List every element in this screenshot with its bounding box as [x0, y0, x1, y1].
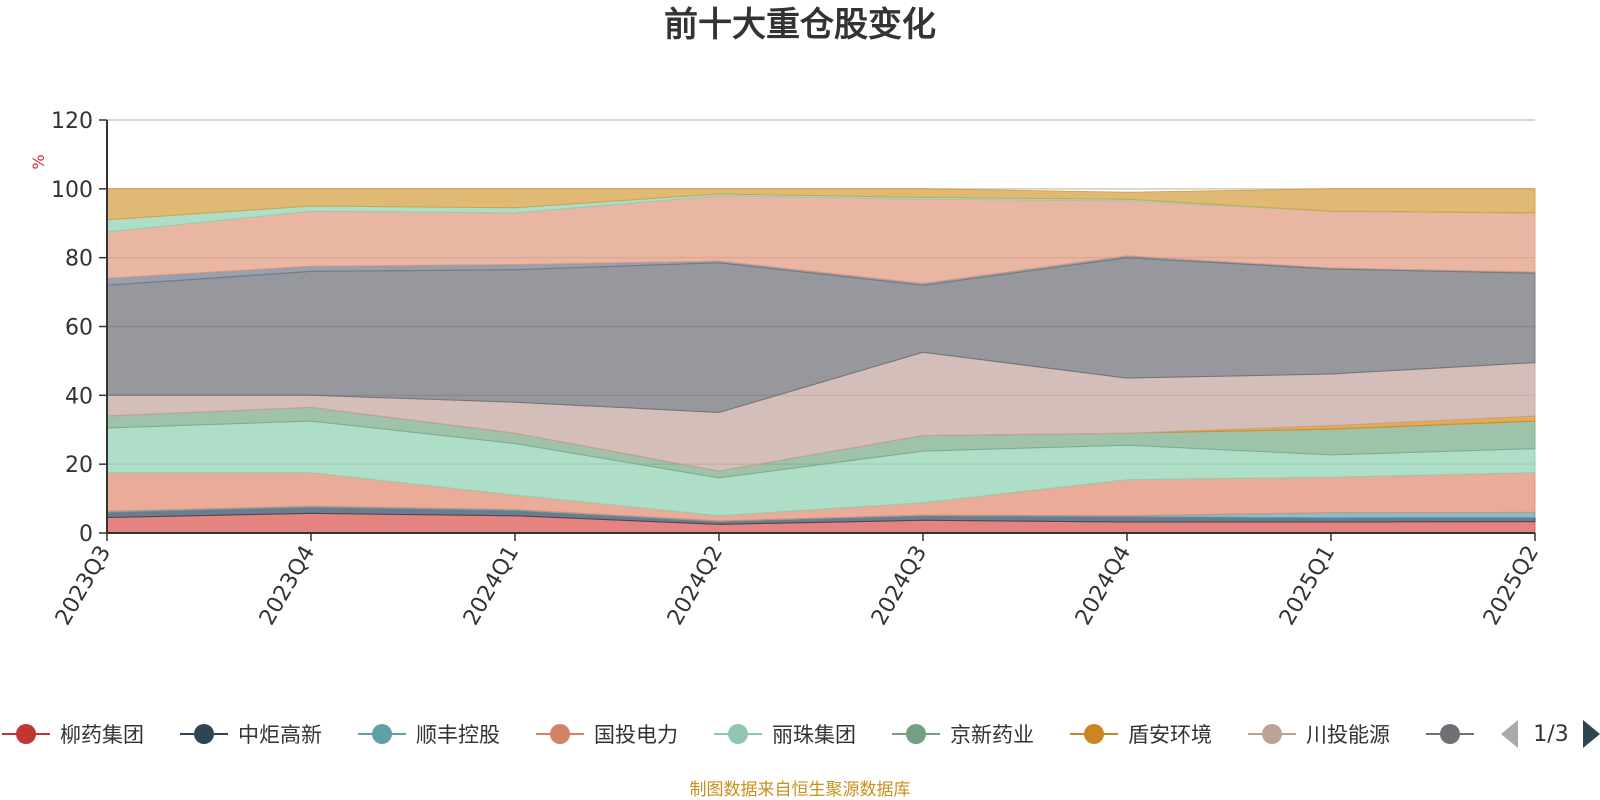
legend-item-1[interactable]: 柳药集团 — [2, 723, 144, 747]
legend-item-6[interactable]: 京新药业 — [892, 723, 1034, 747]
legend-marker — [728, 724, 748, 744]
legend-pager: 1/3 — [1501, 720, 1600, 748]
x-tick-label: 2024Q4 — [1071, 542, 1136, 630]
legend-marker — [16, 724, 36, 744]
legend-item-5[interactable]: 丽珠集团 — [714, 723, 856, 747]
legend-page-indicator: 1/3 — [1533, 722, 1568, 747]
x-tick-label: 2024Q1 — [459, 542, 524, 630]
legend-item-3[interactable]: 顺丰控股 — [358, 723, 500, 747]
y-tick-label: 120 — [51, 109, 93, 134]
legend-item-2[interactable]: 中炬高新 — [180, 723, 322, 747]
y-tick-label: 80 — [65, 247, 93, 272]
legend-marker — [1440, 724, 1460, 744]
x-tick-label: 2025Q1 — [1275, 542, 1340, 630]
legend-next-icon[interactable] — [1583, 720, 1600, 748]
x-tick-label: 2023Q4 — [255, 542, 320, 630]
legend-marker — [906, 724, 926, 744]
y-tick-label: 20 — [65, 453, 93, 478]
area-series — [106, 188, 1536, 534]
legend-item-7[interactable]: 盾安环境 — [1070, 723, 1212, 747]
area-series-13 — [106, 188, 1536, 221]
data-source-note: 制图数据来自恒生聚源数据库 — [690, 780, 911, 800]
legend-marker — [1084, 724, 1104, 744]
legend-item-4[interactable]: 国投电力 — [536, 723, 678, 747]
legend-label: 柳药集团 — [60, 723, 144, 747]
legend-label: 中炬高新 — [238, 723, 322, 747]
legend: 柳药集团 中炬高新 顺丰控股 国投电力 丽珠集团 京新药业 盾安环境 川投能源 — [2, 723, 1474, 747]
legend-label: 川投能源 — [1306, 723, 1390, 747]
legend-label: 国投电力 — [594, 723, 678, 747]
y-tick-label: 40 — [65, 384, 93, 409]
legend-marker — [1262, 724, 1282, 744]
chart-title: 前十大重仓股变化 — [664, 5, 936, 45]
legend-marker — [194, 724, 214, 744]
legend-marker — [372, 724, 392, 744]
legend-label: 丽珠集团 — [772, 723, 856, 747]
legend-item-9[interactable] — [1426, 724, 1474, 744]
legend-label: 顺丰控股 — [416, 723, 500, 747]
y-tick-label: 60 — [65, 316, 93, 341]
legend-label: 盾安环境 — [1128, 723, 1212, 747]
y-tick-label: 100 — [51, 178, 93, 203]
x-tick-label: 2024Q3 — [867, 542, 932, 630]
y-tick-label: 0 — [79, 522, 93, 547]
y-axis-unit: % — [29, 154, 48, 169]
x-tick-label: 2023Q3 — [51, 542, 116, 630]
legend-prev-icon[interactable] — [1501, 720, 1518, 748]
x-tick-label: 2024Q2 — [663, 542, 728, 630]
legend-item-8[interactable]: 川投能源 — [1248, 723, 1390, 747]
x-tick-label: 2025Q2 — [1479, 542, 1544, 630]
legend-label: 京新药业 — [950, 723, 1034, 747]
legend-marker — [550, 724, 570, 744]
